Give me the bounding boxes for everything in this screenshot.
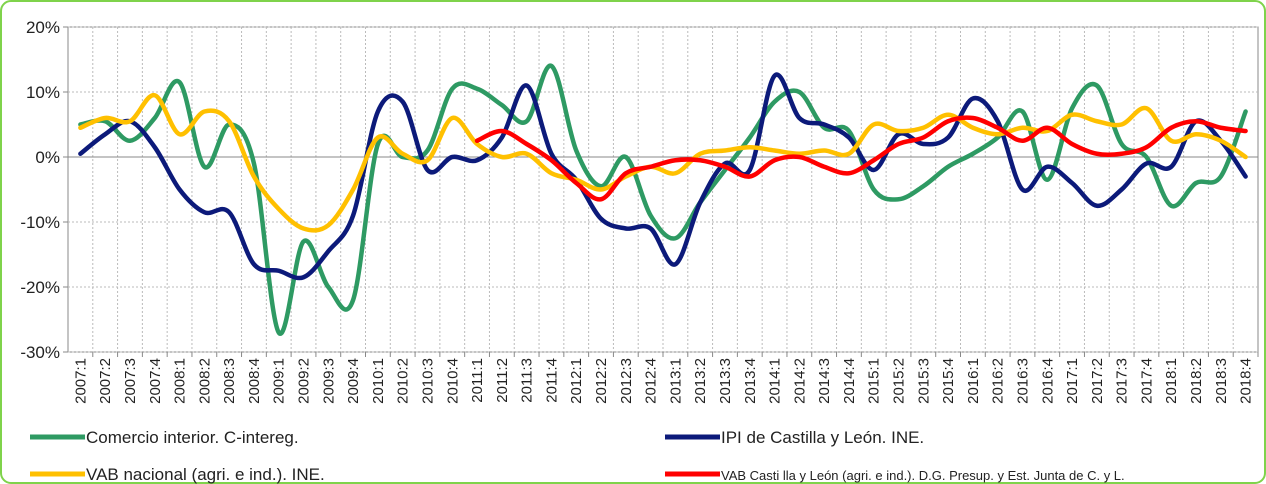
x-tick-label: 2011:3 [519,358,536,403]
x-tick-label: 2017:1 [1064,358,1081,404]
y-tick-label: 0% [35,148,60,167]
x-tick-label: 2016:4 [1039,358,1056,404]
x-tick-label: 2007:1 [72,358,89,404]
legend-label: VAB Casti lla y León (agri. e ind.). D.G… [721,468,1125,483]
x-tick-label: 2018:2 [1188,358,1205,404]
x-tick-label: 2018:3 [1213,358,1230,404]
x-tick-label: 2018:4 [1238,358,1255,404]
x-tick-label: 2016:2 [990,358,1007,404]
x-tick-label: 2013:4 [742,358,759,404]
x-tick-label: 2010:4 [444,358,461,404]
x-tick-label: 2012:3 [618,358,635,404]
x-tick-label: 2011:4 [543,358,560,403]
x-tick-label: 2012:1 [568,358,585,404]
x-tick-label: 2010:1 [370,358,387,404]
x-tick-label: 2008:4 [246,358,263,404]
x-tick-label: 2014:2 [791,358,808,404]
x-tick-label: 2015:4 [940,358,957,404]
series-line [78,72,1248,281]
x-tick-label: 2014:4 [841,358,858,404]
x-tick-label: 2007:2 [97,358,114,404]
x-tick-label: 2009:2 [296,358,313,404]
x-tick-label: 2008:2 [196,358,213,404]
series-line [474,115,1248,202]
x-tick-label: 2017:3 [1114,358,1131,404]
y-tick-label: -20% [20,278,60,297]
x-tick-label: 2007:3 [122,358,139,404]
x-tick-label: 2008:1 [172,358,189,404]
x-tick-label: 2013:2 [692,358,709,404]
x-tick-label: 2009:1 [271,358,288,404]
x-tick-label: 2015:3 [915,358,932,404]
x-tick-label: 2014:3 [816,358,833,404]
x-tick-label: 2015:2 [891,358,908,404]
x-tick-label: 2009:4 [345,358,362,404]
legend-label: IPI de Castilla y León. INE. [721,428,924,447]
x-tick-label: 2012:4 [643,358,660,404]
y-tick-label: -10% [20,213,60,232]
x-tick-label: 2013:1 [667,358,684,404]
x-tick-label: 2009:3 [320,358,337,404]
plot-area [67,26,1259,353]
legend-label: Comercio interior. C-intereg. [86,428,299,447]
x-tick-label: 2016:3 [1014,358,1031,404]
x-tick-label: 2011:1 [469,358,486,403]
x-tick-label: 2016:1 [965,358,982,404]
legend-label: VAB nacional (agri. e ind.). INE. [86,465,325,484]
x-tick-label: 2017:4 [1138,358,1155,404]
x-tick-label: 2017:2 [1089,358,1106,404]
x-tick-label: 2014:1 [767,358,784,404]
x-tick-label: 2012:2 [593,358,610,404]
y-tick-label: -30% [20,343,60,362]
x-tick-label: 2011:2 [494,358,511,403]
x-tick-label: 2015:1 [866,358,883,404]
y-tick-label: 10% [26,83,60,102]
x-tick-label: 2018:1 [1163,358,1180,404]
x-tick-label: 2008:3 [221,358,238,404]
x-tick-label: 2013:3 [717,358,734,404]
y-tick-label: 20% [26,18,60,37]
x-tick-label: 2010:2 [395,358,412,404]
series-line [78,63,1248,336]
x-tick-label: 2007:4 [147,358,164,404]
x-tick-label: 2010:3 [419,358,436,404]
